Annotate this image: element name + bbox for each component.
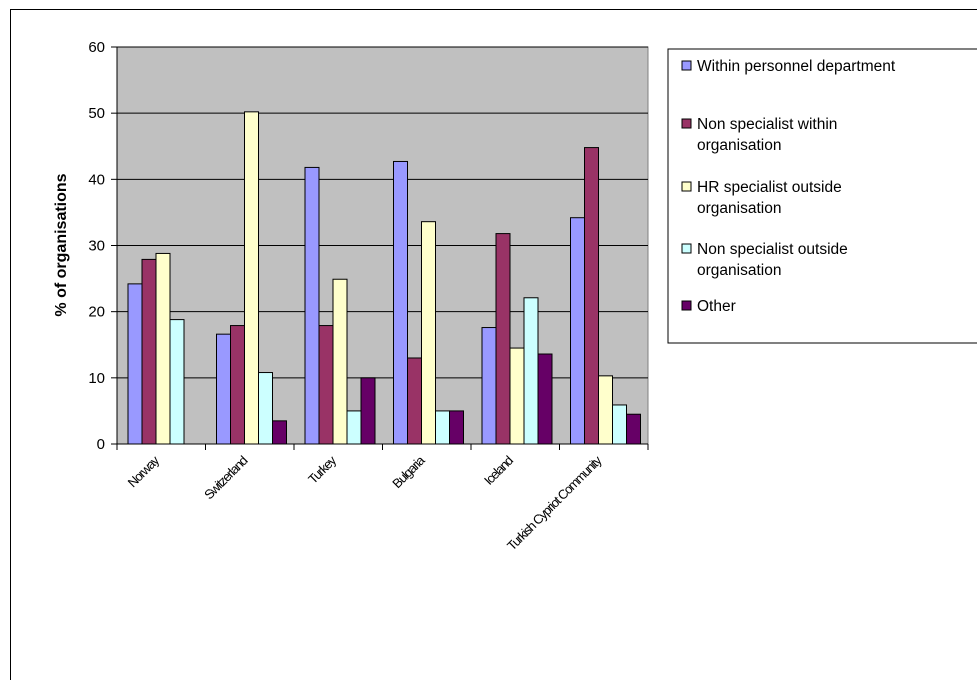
legend-label: Other <box>697 298 736 315</box>
bar-iceland-series-0 <box>481 327 497 445</box>
legend-swatch <box>681 300 692 311</box>
bar-turkey-series-4 <box>360 377 376 445</box>
bar-switzerland-series-3 <box>258 372 273 445</box>
legend-label: HR specialist outside organisation <box>697 179 842 217</box>
legend-swatch <box>681 60 692 71</box>
bar-norway-series-2 <box>155 252 171 445</box>
y-tick-label: 0 <box>97 436 105 453</box>
bar-turkish-cypriot-community-series-1 <box>584 147 599 445</box>
x-tick-label: Turkish Cypriot Community <box>504 452 605 553</box>
y-tick-label: 10 <box>88 370 105 387</box>
bar-switzerland-series-1 <box>230 325 245 445</box>
bar-turkish-cypriot-community-series-0 <box>570 217 585 445</box>
axes <box>111 46 649 450</box>
bar-iceland-series-1 <box>495 233 511 445</box>
legend-label: Non specialist outside organisation <box>697 241 848 279</box>
legend-label: Within personnel department <box>697 58 896 75</box>
chart-frame <box>10 9 977 680</box>
bar-switzerland-series-0 <box>216 333 231 445</box>
bar-norway-series-0 <box>127 283 143 445</box>
x-tick-label: Iceland <box>481 453 516 488</box>
y-tick-label: 20 <box>88 304 105 321</box>
bar-turkish-cypriot-community-series-3 <box>612 404 627 445</box>
y-axis-label: % of organisations <box>53 173 70 316</box>
bar-switzerland-series-4 <box>272 420 287 445</box>
bar-switzerland-series-2 <box>244 111 259 445</box>
bar-norway-series-1 <box>141 258 157 445</box>
y-tick-label: 30 <box>88 238 105 255</box>
bar-norway-series-3 <box>169 319 185 445</box>
bar-bulgaria-series-3 <box>435 410 450 445</box>
bar-bulgaria-series-4 <box>449 410 464 445</box>
x-tick-labels: Norway Switzerland Turkey Bulgaria IcelandTu… <box>125 452 605 553</box>
bar-bulgaria-series-1 <box>407 357 422 445</box>
bar-turkish-cypriot-community-series-4 <box>626 413 641 445</box>
x-tick-label: Norway <box>125 452 163 490</box>
bar-turkish-cypriot-community-series-2 <box>598 375 613 445</box>
legend-swatch <box>681 181 692 192</box>
bar-turkey-series-3 <box>346 410 362 445</box>
legend-swatch <box>681 118 692 129</box>
bar-turkey-series-0 <box>304 166 320 445</box>
x-tick-label: Bulgaria <box>389 452 428 491</box>
y-tick-label: 40 <box>88 171 105 188</box>
y-tick-label: 60 <box>88 39 105 56</box>
bar-iceland-series-3 <box>523 297 539 445</box>
y-tick-labels: 0 10 20 30 40 50 60 <box>88 39 105 453</box>
x-tick-label: Switzerland <box>201 453 250 502</box>
legend: Within personnel department Non specialis… <box>667 48 977 344</box>
x-tick-label: Turkey <box>305 452 339 486</box>
bar-iceland-series-2 <box>509 347 525 445</box>
bar-bulgaria-series-0 <box>393 160 408 445</box>
bar-turkey-series-2 <box>332 278 348 445</box>
legend-swatch <box>681 243 692 254</box>
y-tick-label: 50 <box>88 105 105 122</box>
legend-label: Non specialist within organisation <box>697 116 837 154</box>
legend-box <box>667 48 977 344</box>
bar-turkey-series-1 <box>318 325 334 445</box>
gridlines <box>117 46 648 379</box>
bar-bulgaria-series-2 <box>421 221 436 445</box>
bar-iceland-series-4 <box>537 353 553 445</box>
